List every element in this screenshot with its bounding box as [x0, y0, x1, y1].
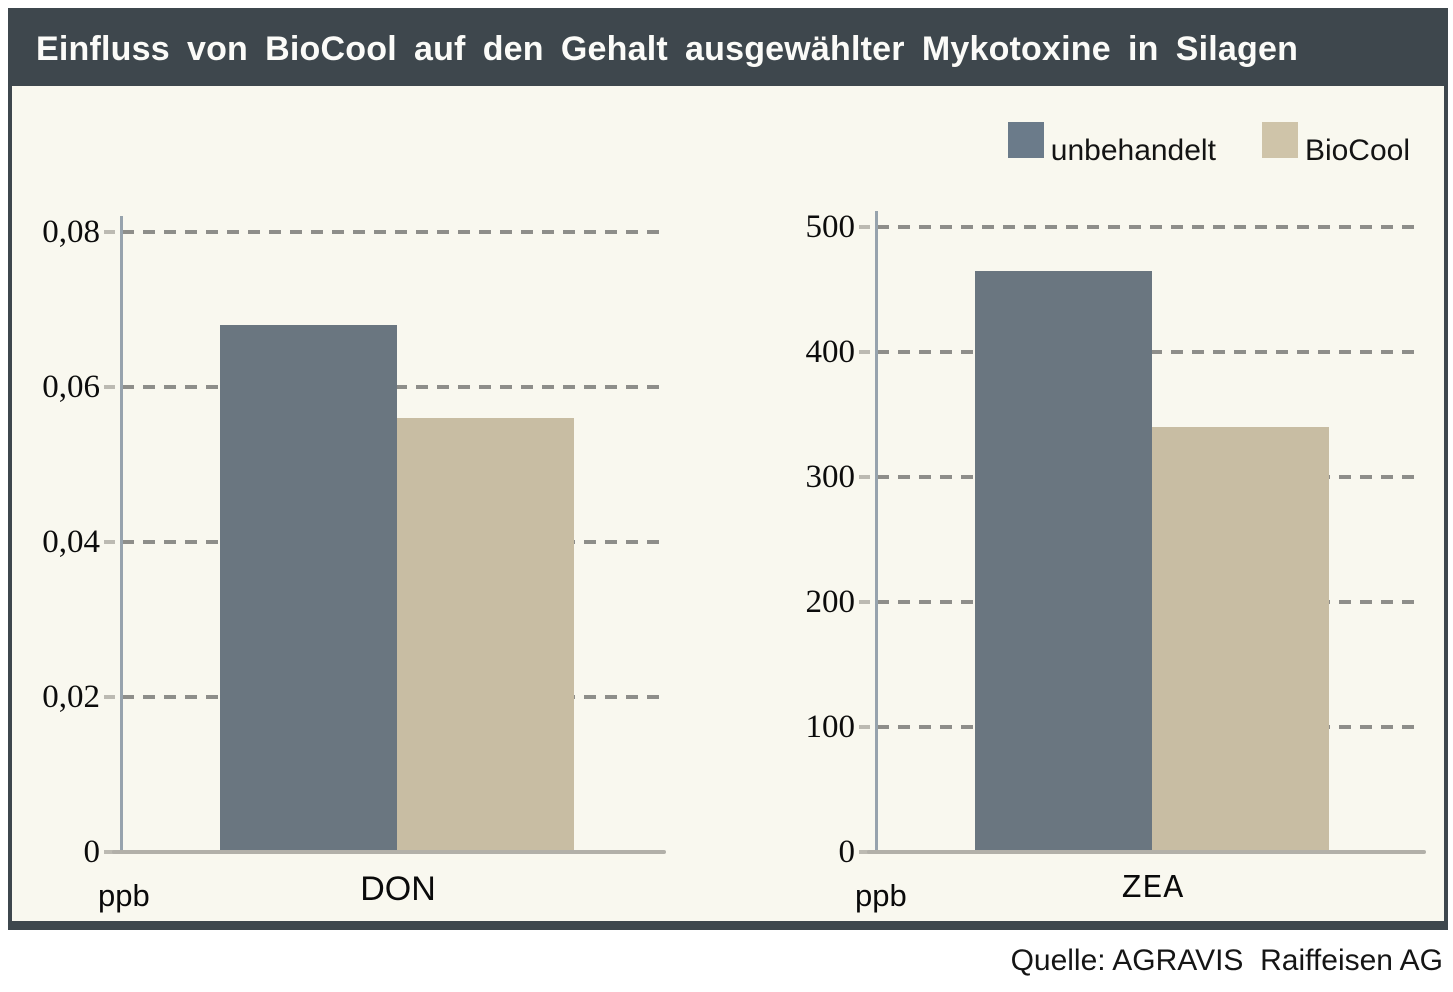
axis-tick [104, 540, 115, 544]
legend-label-unbehandelt: unbehandelt [1050, 134, 1216, 167]
y-axis-line [875, 211, 878, 853]
legend: unbehandelt BioCool [1007, 122, 1410, 168]
legend-item-biocool: BioCool [1261, 122, 1410, 168]
legend-label-biocool: BioCool [1304, 134, 1410, 167]
bar-biocool [1152, 427, 1329, 852]
chart-content-area: unbehandelt BioCool 0 0,02 0,04 0,06 0,08 0 1… [12, 86, 1444, 921]
bar-unbehandelt [975, 270, 1152, 852]
y-tick-label: 500 [805, 209, 856, 245]
axis-tick [859, 600, 870, 604]
don-chart-plot: 0 0,02 0,04 0,06 0,08 [42, 214, 666, 870]
legend-item-unbehandelt: unbehandelt [1007, 122, 1216, 168]
bar-unbehandelt [220, 325, 397, 852]
y-tick-label: 0 [838, 834, 856, 870]
y-tick-label: 100 [805, 709, 856, 745]
x-axis-line [112, 850, 666, 854]
x-axis-line [867, 850, 1426, 854]
y-tick-label: 0,02 [42, 679, 100, 715]
y-tick-label: 300 [805, 459, 856, 495]
gridline [122, 230, 662, 234]
zea-category-label: ZEA [1121, 870, 1185, 907]
y-axis-line [120, 216, 123, 853]
y-tick-label: 0,08 [42, 214, 100, 250]
axis-tick [859, 350, 870, 354]
y-tick-label: 0 [83, 834, 101, 870]
axis-tick [104, 385, 115, 389]
y-tick-label: 0,04 [42, 524, 100, 560]
biocool-swatch-icon [1261, 122, 1298, 158]
source-caption: Quelle: AGRAVIS Raiffeisen AG [1010, 944, 1443, 977]
axis-tick [859, 850, 870, 854]
axis-tick [104, 695, 115, 699]
y-tick-label: 0,06 [42, 369, 100, 405]
axis-tick [104, 230, 115, 234]
page-title: Einfluss von BioCool auf den Gehalt ausg… [12, 12, 1444, 86]
axis-tick [859, 725, 870, 729]
axis-tick [104, 850, 115, 854]
zea-chart-plot: 0 100 200 300 400 500 [806, 209, 1426, 870]
axis-tick [859, 225, 870, 229]
don-unit-label: ppb [98, 878, 150, 913]
bar-biocool [397, 418, 574, 852]
chart-panel: Einfluss von BioCool auf den Gehalt ausg… [8, 8, 1448, 930]
zea-unit-label: ppb [855, 878, 907, 913]
gridline [877, 225, 1422, 229]
y-tick-label: 400 [805, 334, 856, 370]
unbehandelt-swatch-icon [1007, 122, 1044, 158]
y-tick-label: 200 [805, 584, 856, 620]
axis-tick [859, 475, 870, 479]
don-category-label: DON [360, 870, 436, 908]
